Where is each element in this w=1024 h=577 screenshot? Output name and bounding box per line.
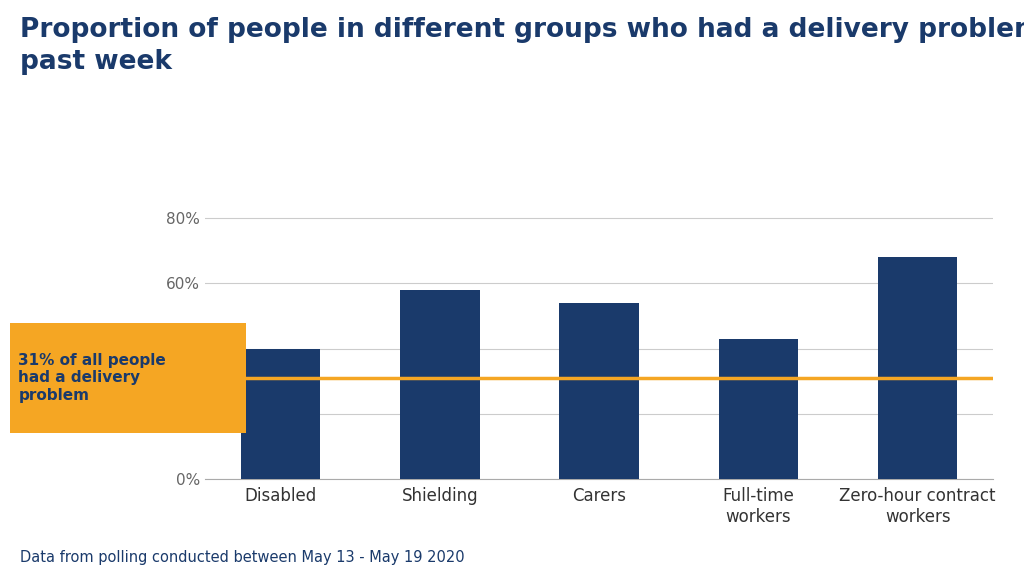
Bar <box>400 290 479 479</box>
Bar <box>719 339 798 479</box>
Text: Data from polling conducted between May 13 - May 19 2020: Data from polling conducted between May … <box>20 550 465 565</box>
Bar <box>559 303 639 479</box>
Text: 31% of all people
had a delivery
problem: 31% of all people had a delivery problem <box>18 353 166 403</box>
Bar <box>878 257 957 479</box>
Text: Proportion of people in different groups who had a delivery problem in the
past : Proportion of people in different groups… <box>20 17 1024 76</box>
Bar <box>241 349 321 479</box>
